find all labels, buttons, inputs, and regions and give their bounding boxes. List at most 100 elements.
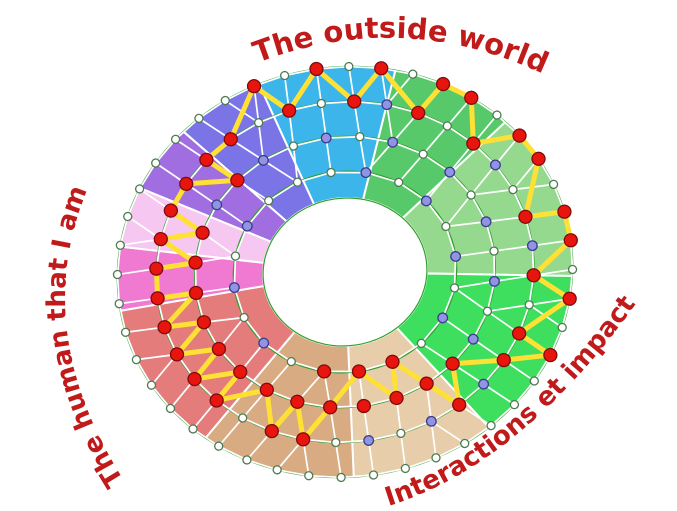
purple-node[interactable] (320, 132, 332, 144)
white-node[interactable] (239, 312, 249, 323)
purple-node[interactable] (241, 220, 253, 232)
red-node[interactable] (195, 225, 210, 240)
white-node[interactable] (165, 403, 176, 414)
white-node[interactable] (460, 438, 470, 449)
white-node[interactable] (151, 158, 161, 168)
white-node[interactable] (288, 141, 299, 151)
red-node[interactable] (259, 382, 274, 397)
red-node[interactable] (543, 347, 558, 363)
white-node[interactable] (486, 420, 496, 431)
red-node[interactable] (526, 268, 541, 283)
purple-node[interactable] (425, 415, 437, 427)
white-node[interactable] (146, 380, 157, 390)
white-node[interactable] (220, 95, 230, 106)
red-node[interactable] (246, 79, 262, 94)
red-node[interactable] (281, 103, 297, 118)
purple-node[interactable] (420, 195, 432, 207)
white-node[interactable] (416, 338, 426, 348)
red-node[interactable] (211, 341, 227, 357)
white-node[interactable] (336, 472, 346, 483)
white-node[interactable] (344, 61, 354, 72)
red-node[interactable] (150, 291, 165, 306)
red-node[interactable] (233, 364, 248, 380)
white-node[interactable] (524, 300, 534, 310)
white-node[interactable] (442, 121, 452, 131)
white-node[interactable] (279, 70, 290, 81)
white-node[interactable] (441, 221, 451, 232)
red-node[interactable] (563, 233, 578, 248)
red-node[interactable] (169, 347, 185, 362)
red-node[interactable] (419, 376, 434, 391)
white-node[interactable] (272, 465, 282, 475)
red-node[interactable] (518, 209, 533, 224)
purple-node[interactable] (444, 166, 456, 178)
white-node[interactable] (492, 110, 502, 120)
white-node[interactable] (188, 424, 198, 434)
red-node[interactable] (187, 371, 202, 387)
red-node[interactable] (411, 105, 426, 121)
red-node[interactable] (149, 261, 164, 276)
red-node[interactable] (264, 423, 279, 439)
purple-node[interactable] (228, 282, 240, 293)
white-node[interactable] (396, 428, 406, 439)
red-node[interactable] (196, 315, 212, 330)
red-node[interactable] (351, 364, 367, 379)
red-node[interactable] (153, 231, 168, 247)
purple-node[interactable] (363, 435, 375, 446)
white-node[interactable] (431, 453, 441, 463)
red-node[interactable] (511, 326, 527, 341)
white-node[interactable] (120, 327, 131, 337)
white-node[interactable] (326, 167, 336, 178)
purple-node[interactable] (480, 216, 492, 228)
white-node[interactable] (214, 441, 224, 451)
white-node[interactable] (304, 471, 314, 481)
red-node[interactable] (347, 94, 362, 109)
white-node[interactable] (115, 240, 125, 250)
red-node[interactable] (157, 320, 172, 335)
purple-node[interactable] (360, 167, 372, 179)
red-node[interactable] (496, 352, 511, 368)
red-node[interactable] (290, 394, 305, 409)
purple-node[interactable] (489, 275, 500, 287)
purple-node[interactable] (450, 251, 462, 262)
white-node[interactable] (548, 179, 559, 190)
red-node[interactable] (188, 285, 204, 301)
white-node[interactable] (418, 149, 428, 159)
red-node[interactable] (230, 173, 245, 188)
red-node[interactable] (531, 151, 546, 166)
red-node[interactable] (199, 152, 214, 168)
red-node[interactable] (209, 393, 224, 408)
red-node[interactable] (163, 203, 179, 218)
purple-node[interactable] (257, 154, 269, 166)
white-node[interactable] (170, 134, 181, 145)
white-node[interactable] (331, 437, 341, 448)
white-node[interactable] (449, 283, 460, 293)
red-node[interactable] (562, 291, 577, 306)
red-node[interactable] (296, 432, 311, 447)
white-node[interactable] (368, 470, 379, 480)
white-node[interactable] (355, 132, 365, 142)
red-node[interactable] (374, 61, 389, 76)
white-node[interactable] (114, 299, 124, 309)
white-node[interactable] (394, 177, 404, 188)
white-node[interactable] (508, 184, 518, 195)
red-node[interactable] (512, 128, 527, 143)
white-node[interactable] (194, 113, 204, 124)
white-node[interactable] (123, 211, 133, 222)
white-node[interactable] (238, 413, 248, 423)
purple-node[interactable] (490, 159, 501, 171)
white-node[interactable] (254, 118, 264, 128)
red-node[interactable] (323, 400, 338, 415)
white-node[interactable] (489, 246, 499, 256)
purple-node[interactable] (387, 136, 399, 148)
white-node[interactable] (292, 177, 303, 187)
white-node[interactable] (316, 98, 326, 109)
red-node[interactable] (445, 356, 460, 371)
white-node[interactable] (482, 306, 493, 316)
white-node[interactable] (400, 463, 411, 474)
red-node[interactable] (223, 132, 238, 147)
red-node[interactable] (466, 136, 481, 151)
red-node[interactable] (389, 390, 404, 406)
white-node[interactable] (264, 196, 274, 206)
purple-node[interactable] (211, 199, 223, 211)
